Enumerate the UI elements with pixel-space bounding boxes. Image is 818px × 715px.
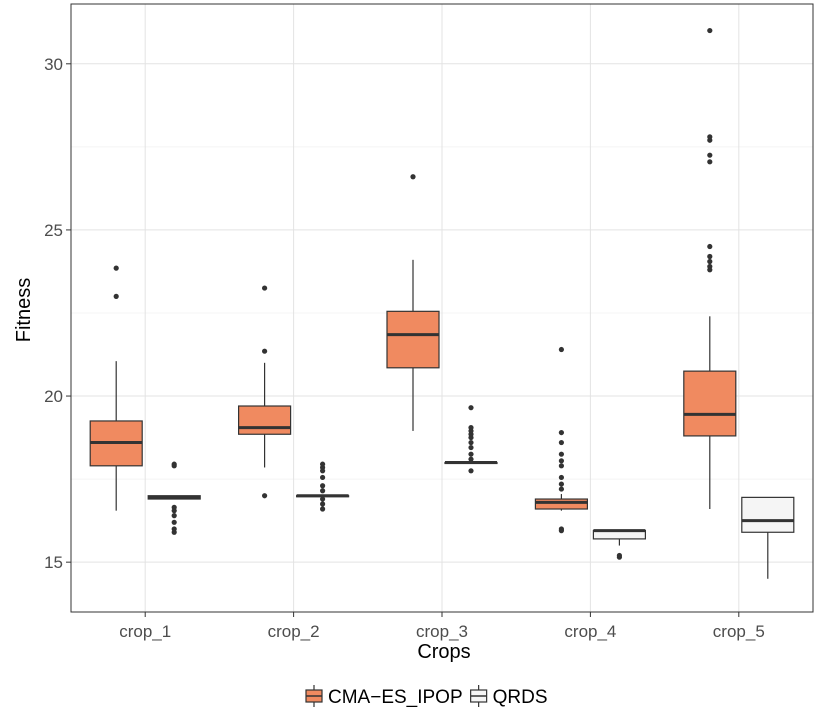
outlier-point xyxy=(468,439,474,446)
outlier-point xyxy=(262,348,268,354)
y-tick-label: 20 xyxy=(44,387,63,406)
outlier-point xyxy=(468,456,474,462)
outlier-point xyxy=(171,513,177,519)
plot-marks xyxy=(89,27,795,579)
grid-lines xyxy=(71,4,813,612)
outlier-point xyxy=(468,444,474,451)
outlier-point xyxy=(707,159,713,165)
legend: CMA−ES_IPOP QRDS xyxy=(305,685,548,708)
outlier-point xyxy=(707,253,713,260)
axes: 15 20 25 30 crop_1 crop_2 crop_3 crop_4 crop_5 xyxy=(44,55,765,641)
box-group xyxy=(296,461,350,512)
x-axis-label: Crops xyxy=(417,641,470,663)
outlier-point xyxy=(320,474,326,481)
outlier-point xyxy=(558,463,565,469)
outlier-point xyxy=(113,293,119,299)
outlier-point xyxy=(707,27,713,34)
outlier-point xyxy=(262,285,268,291)
legend-label: CMA−ES_IPOP xyxy=(328,687,463,708)
box-group xyxy=(386,174,440,431)
legend-label: QRDS xyxy=(493,687,548,708)
outlier-point xyxy=(558,481,565,487)
outlier-point xyxy=(171,461,177,467)
outlier-point xyxy=(171,519,177,525)
box-group xyxy=(534,346,589,534)
outlier-point xyxy=(320,461,326,467)
outlier-point xyxy=(262,493,268,499)
outlier-point xyxy=(171,526,177,532)
outlier-point xyxy=(468,405,474,411)
x-tick-label: crop_3 xyxy=(416,622,468,641)
outlier-point xyxy=(707,152,713,158)
outlier-point xyxy=(320,501,326,507)
x-tick-label: crop_2 xyxy=(268,622,320,641)
outlier-point xyxy=(320,506,326,512)
box xyxy=(683,370,737,437)
outlier-point xyxy=(558,474,565,481)
outlier-point xyxy=(707,134,713,140)
box xyxy=(741,496,795,533)
outlier-point xyxy=(468,451,474,457)
box-group xyxy=(683,27,737,510)
x-tick-label: crop_5 xyxy=(713,622,765,641)
outlier-point xyxy=(558,346,565,353)
box xyxy=(238,405,292,435)
outlier-point xyxy=(468,468,474,474)
outlier-point xyxy=(558,429,565,436)
y-tick-label: 30 xyxy=(44,55,63,74)
box xyxy=(534,498,589,510)
y-axis-label: Fitness xyxy=(13,278,35,342)
outlier-point xyxy=(558,526,565,532)
outlier-point xyxy=(320,496,326,502)
legend-key xyxy=(305,685,323,707)
outlier-point xyxy=(410,174,416,180)
outlier-point xyxy=(558,439,565,446)
box xyxy=(386,310,440,369)
outlier-point xyxy=(707,258,713,265)
outlier-point xyxy=(707,263,713,270)
outlier-point xyxy=(113,265,119,271)
outlier-point xyxy=(468,425,474,431)
box-group xyxy=(592,529,647,560)
box-group xyxy=(238,285,292,499)
outlier-point xyxy=(558,451,565,457)
x-tick-label: crop_4 xyxy=(564,622,616,641)
outlier-point xyxy=(171,504,177,510)
y-tick-label: 15 xyxy=(44,553,63,572)
box-group xyxy=(89,265,143,511)
legend-key xyxy=(470,685,488,707)
outlier-point xyxy=(320,483,326,489)
outlier-point xyxy=(320,488,326,494)
box-group xyxy=(741,496,795,579)
x-tick-label: crop_1 xyxy=(119,622,171,641)
outlier-point xyxy=(707,243,713,250)
outlier-point xyxy=(558,458,565,464)
y-tick-label: 25 xyxy=(44,221,63,240)
outlier-point xyxy=(616,552,623,559)
box-group xyxy=(147,461,201,535)
outlier-point xyxy=(558,486,565,492)
box-group xyxy=(444,405,498,474)
